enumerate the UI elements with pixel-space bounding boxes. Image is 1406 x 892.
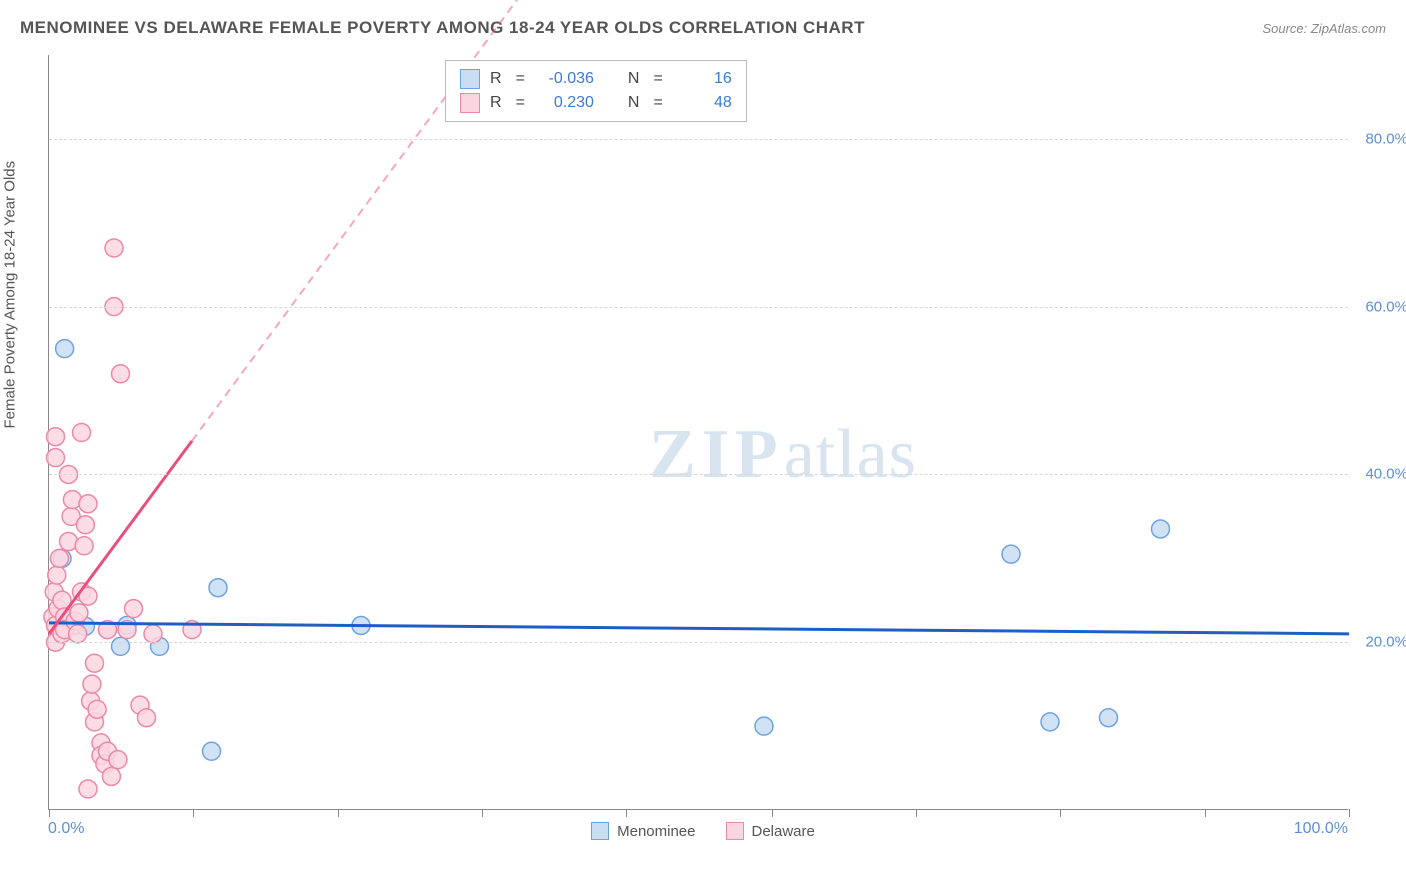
legend-item: Menominee: [591, 822, 695, 840]
y-tick-label: 20.0%: [1365, 634, 1406, 651]
data-point: [47, 428, 65, 446]
data-point: [102, 767, 120, 785]
bottom-legend: Menominee Delaware: [0, 822, 1406, 840]
y-axis-label: Female Poverty Among 18-24 Year Olds: [2, 161, 19, 429]
data-point: [1100, 709, 1118, 727]
data-point: [69, 625, 87, 643]
regression-line: [49, 623, 1349, 634]
x-tick: [1349, 809, 1350, 817]
x-tick: [193, 809, 194, 817]
y-tick-label: 80.0%: [1365, 130, 1406, 147]
data-point: [109, 751, 127, 769]
data-point: [105, 239, 123, 257]
data-point: [75, 537, 93, 555]
data-point: [48, 566, 66, 584]
chart-header: MENOMINEE VS DELAWARE FEMALE POVERTY AMO…: [20, 18, 1386, 38]
y-tick-label: 60.0%: [1365, 298, 1406, 315]
data-point: [203, 742, 221, 760]
data-point: [73, 424, 91, 442]
stat-n-label: N: [628, 94, 640, 112]
stat-r-value: 0.230: [539, 94, 594, 112]
data-point: [88, 700, 106, 718]
data-point: [83, 675, 101, 693]
stat-r-label: R: [490, 94, 502, 112]
y-tick-label: 40.0%: [1365, 466, 1406, 483]
gridline-h: [49, 307, 1348, 308]
x-tick: [49, 809, 50, 817]
chart-plot-area: ZIPatlas 20.0%40.0%60.0%80.0%: [48, 55, 1348, 810]
x-tick: [772, 809, 773, 817]
stat-n-label: N: [628, 70, 640, 88]
legend-label: Delaware: [752, 823, 815, 840]
data-point: [112, 637, 130, 655]
gridline-h: [49, 139, 1348, 140]
x-tick: [482, 809, 483, 817]
gridline-h: [49, 642, 1348, 643]
stat-legend-row: R = 0.230 N = 48: [460, 91, 732, 115]
stat-n-value: 16: [677, 70, 732, 88]
legend-swatch: [460, 69, 480, 89]
data-point: [1002, 545, 1020, 563]
data-point: [50, 549, 68, 567]
legend-item: Delaware: [726, 822, 815, 840]
data-point: [125, 600, 143, 618]
data-point: [70, 604, 88, 622]
data-point: [79, 780, 97, 798]
x-tick: [626, 809, 627, 817]
legend-label: Menominee: [617, 823, 695, 840]
x-tick: [1060, 809, 1061, 817]
data-point: [755, 717, 773, 735]
data-point: [112, 365, 130, 383]
data-point: [1041, 713, 1059, 731]
chart-svg: [49, 55, 1348, 809]
chart-title: MENOMINEE VS DELAWARE FEMALE POVERTY AMO…: [20, 18, 865, 38]
stat-eq: =: [516, 70, 525, 88]
data-point: [86, 654, 104, 672]
data-point: [209, 579, 227, 597]
stat-n-value: 48: [677, 94, 732, 112]
x-tick: [916, 809, 917, 817]
stat-eq: =: [516, 94, 525, 112]
gridline-h: [49, 474, 1348, 475]
stat-legend: R = -0.036 N = 16 R = 0.230 N = 48: [445, 60, 747, 122]
data-point: [144, 625, 162, 643]
source-credit: Source: ZipAtlas.com: [1262, 21, 1386, 36]
legend-swatch: [591, 822, 609, 840]
stat-r-label: R: [490, 70, 502, 88]
stat-r-value: -0.036: [539, 70, 594, 88]
data-point: [138, 709, 156, 727]
legend-swatch: [726, 822, 744, 840]
x-tick: [1205, 809, 1206, 817]
legend-swatch: [460, 93, 480, 113]
data-point: [47, 449, 65, 467]
x-tick: [338, 809, 339, 817]
data-point: [56, 340, 74, 358]
stat-legend-row: R = -0.036 N = 16: [460, 67, 732, 91]
stat-eq: =: [653, 70, 662, 88]
stat-eq: =: [653, 94, 662, 112]
data-point: [1152, 520, 1170, 538]
data-point: [76, 516, 94, 534]
data-point: [79, 495, 97, 513]
